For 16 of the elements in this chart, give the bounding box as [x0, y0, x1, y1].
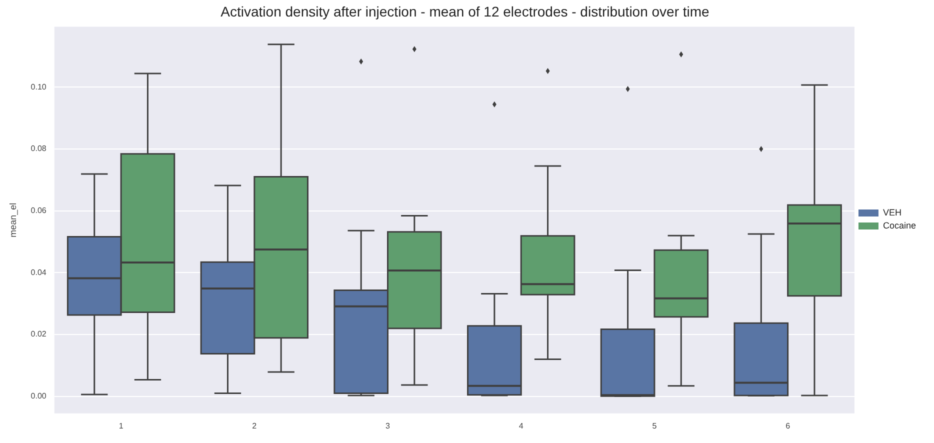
x-tick-label: 5	[652, 421, 658, 430]
legend-label: Cocaine	[882, 220, 916, 230]
legend-label: VEH	[882, 207, 902, 218]
y-tick-label: 0.06	[30, 206, 47, 216]
y-tick-label: 0.10	[30, 82, 47, 92]
y-axis-title: mean_el	[8, 202, 18, 238]
x-tick-label: 6	[786, 421, 791, 430]
y-tick-label: 0.04	[30, 268, 47, 277]
y-tick-label: 0.02	[30, 330, 47, 339]
x-tick-label: 1	[118, 421, 124, 430]
y-tick-label: 0.08	[30, 144, 47, 154]
x-tick-label: 4	[518, 421, 524, 430]
x-tick-label: 3	[386, 421, 391, 430]
y-tick-label: 0.00	[30, 392, 47, 401]
chart-title: Activation density after injection - mean of 12 electrodes - distribution over time	[220, 3, 710, 20]
x-tick-label: 2	[252, 421, 258, 430]
